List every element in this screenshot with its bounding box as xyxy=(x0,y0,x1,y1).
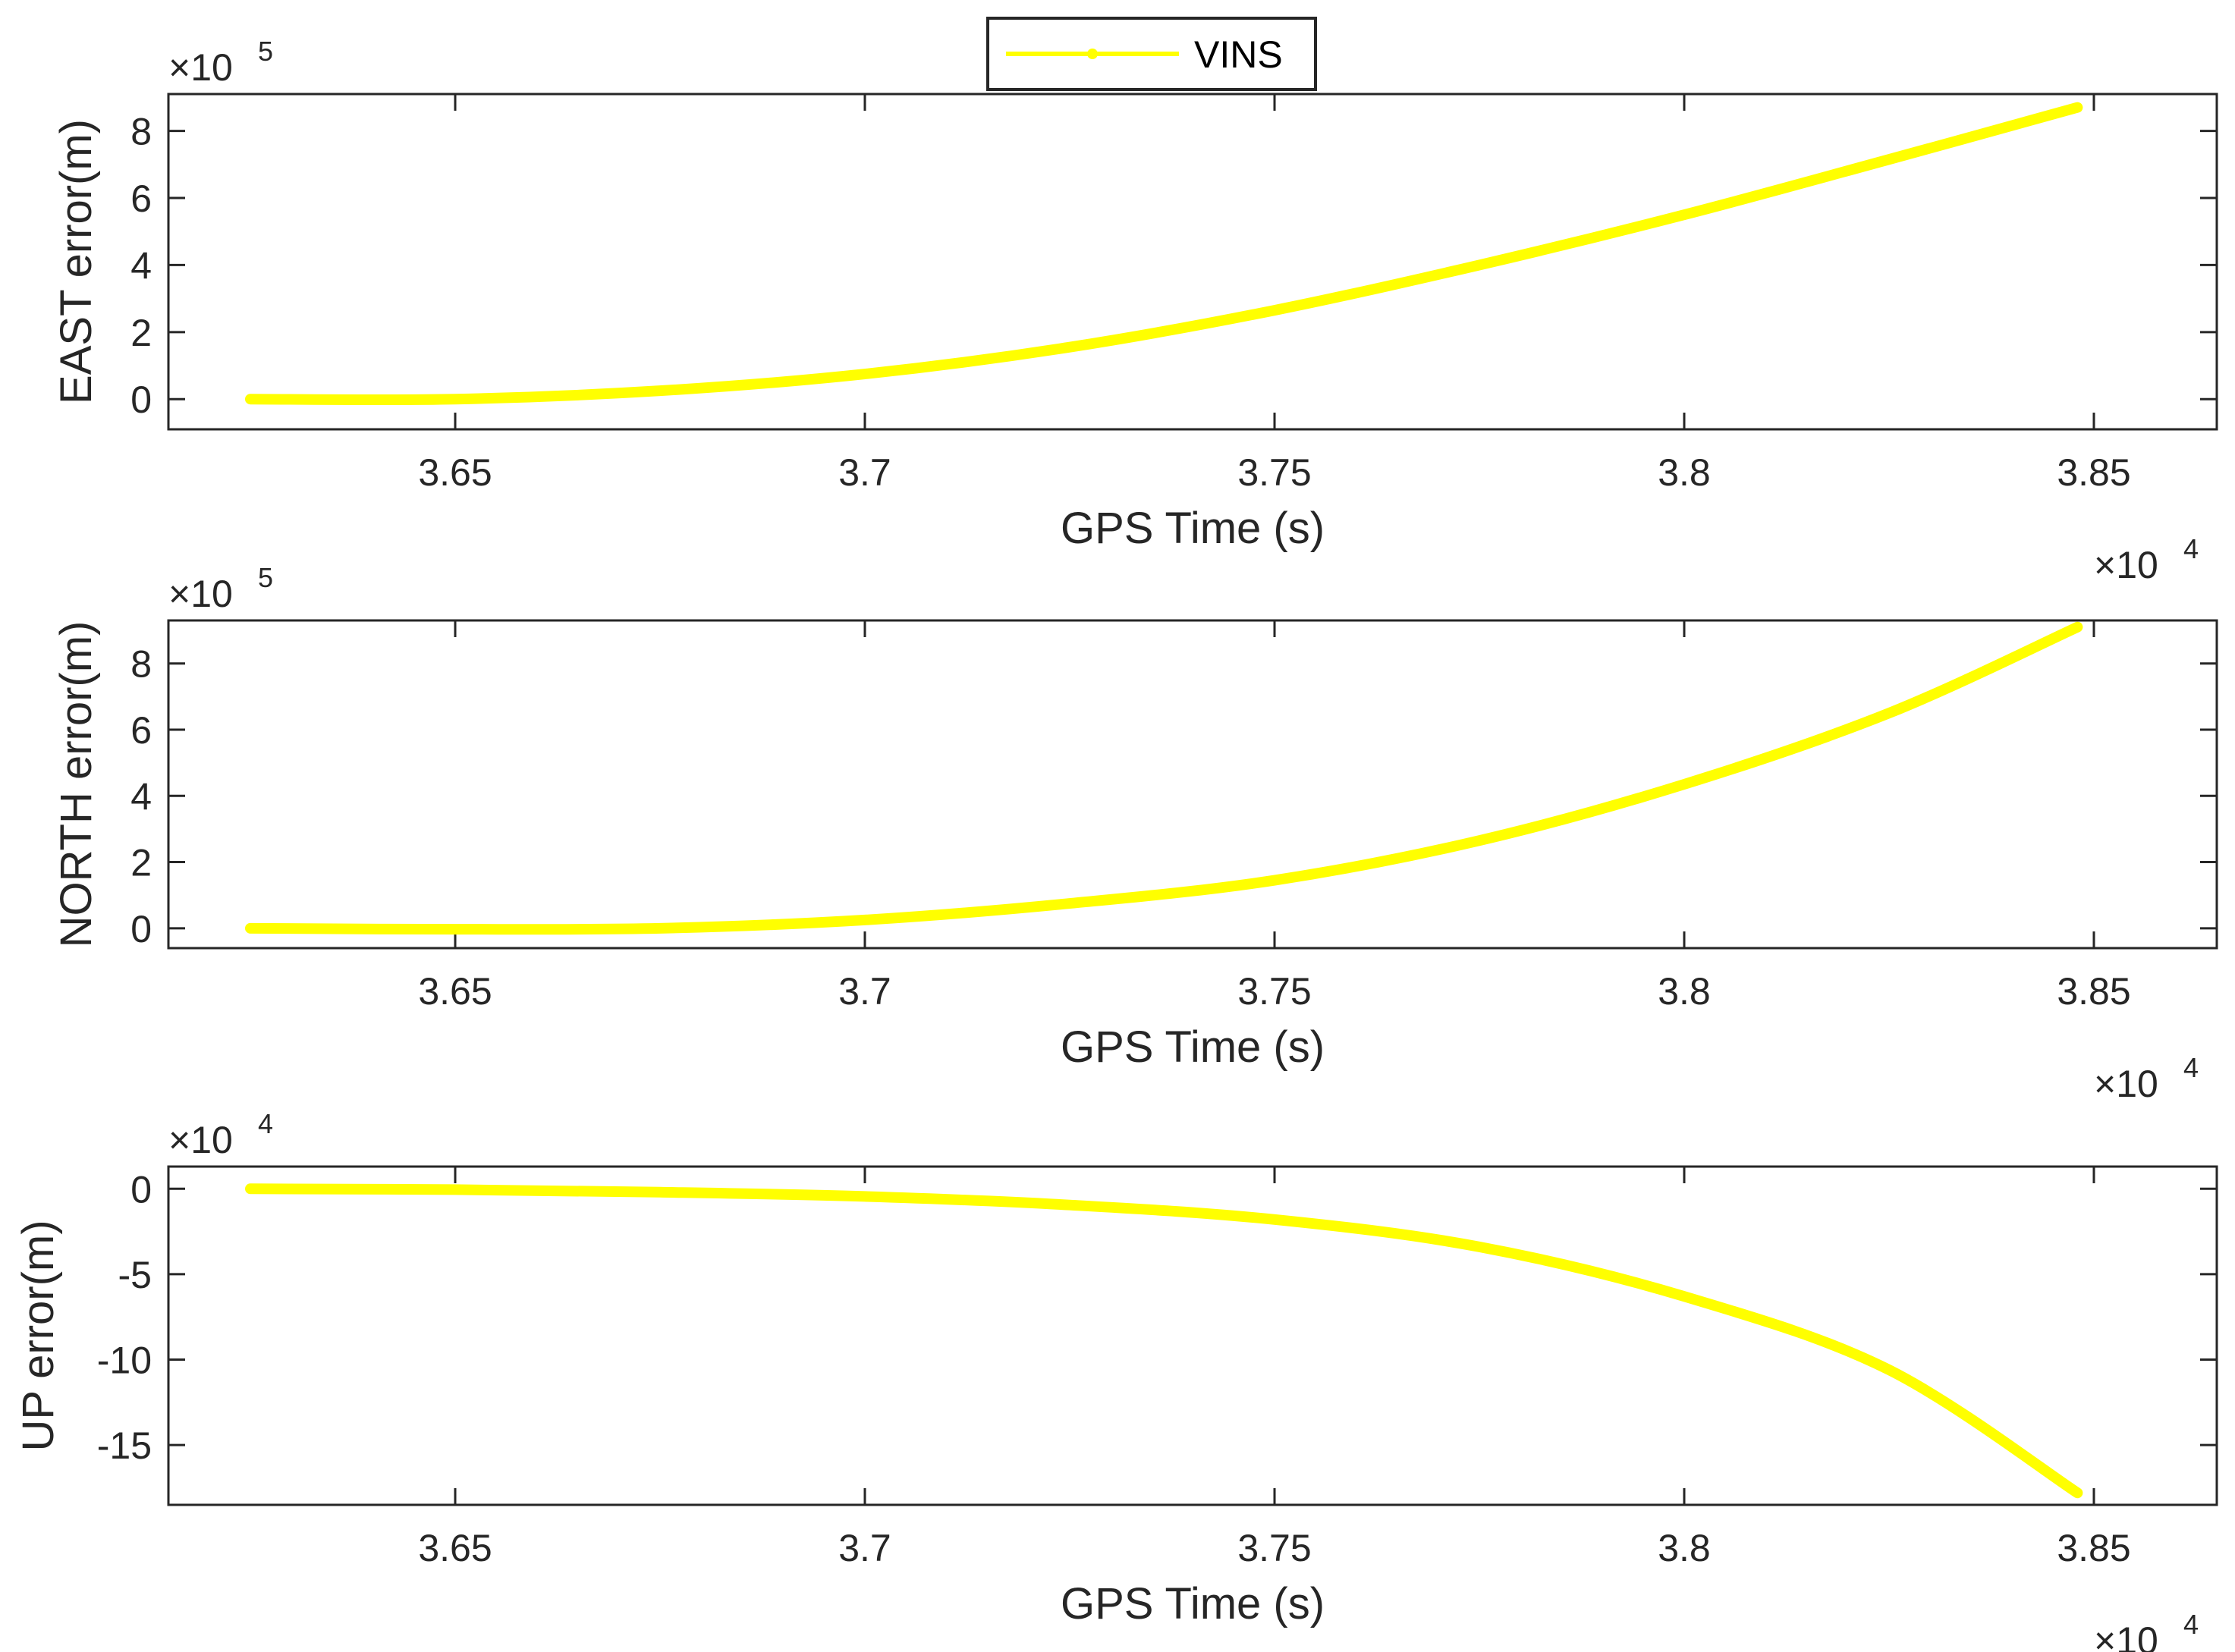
east-y-multiplier: ×10 xyxy=(168,46,233,89)
east-x-tick-label: 3.7 xyxy=(838,451,891,494)
east-x-exponent: 4 xyxy=(2183,533,2199,564)
up-y-multiplier: ×10 xyxy=(168,1119,233,1161)
up-x-tick-label: 3.8 xyxy=(1658,1527,1711,1569)
east-x-axis-label: GPS Time (s) xyxy=(1061,504,1325,553)
legend-label: VINS xyxy=(1194,33,1283,76)
north-y-tick-label: 0 xyxy=(130,908,152,950)
north-y-tick-label: 6 xyxy=(130,709,152,752)
east-y-exponent-label: ×10 5 xyxy=(168,36,273,89)
up-x-multiplier: ×10 xyxy=(2094,1619,2158,1652)
up-y-tick-label: -10 xyxy=(97,1340,152,1382)
up-axes-box xyxy=(167,1165,2218,1506)
legend: VINS xyxy=(986,17,1317,91)
north-x-tick-label: 3.65 xyxy=(418,970,492,1013)
east-x-exponent-label: ×10 4 xyxy=(2094,533,2199,586)
north-axes-box xyxy=(167,619,2218,950)
north-x-tick-label: 3.7 xyxy=(838,970,891,1013)
east-x-tick-label: 3.75 xyxy=(1237,451,1311,494)
north-y-exponent: 5 xyxy=(258,562,273,593)
east-x-tick-label: 3.65 xyxy=(418,451,492,494)
east-y-tick-label: 4 xyxy=(130,244,152,287)
north-y-multiplier: ×10 xyxy=(168,573,233,615)
east-x-tick-label: 3.8 xyxy=(1658,451,1711,494)
east-y-tick-label: 2 xyxy=(130,312,152,354)
north-subplot: 3.65 3.7 3.75 3.8 3.85 0 2 4 6 8 GPS Time (s) NOR… xyxy=(52,562,2218,1105)
north-y-tick-label: 4 xyxy=(130,775,152,818)
up-x-axis-label: GPS Time (s) xyxy=(1061,1579,1325,1628)
legend-marker xyxy=(1087,49,1098,59)
up-x-exponent-label: ×10 4 xyxy=(2094,1609,2199,1652)
north-x-exponent: 4 xyxy=(2183,1052,2199,1083)
up-y-axis-label: UP error(m) xyxy=(14,1220,63,1451)
east-y-tick-label: 0 xyxy=(130,378,152,421)
north-y-tick-label: 2 xyxy=(130,842,152,884)
north-x-tick-label: 3.75 xyxy=(1237,970,1311,1013)
up-series-line-vins xyxy=(245,1183,2083,1499)
up-y-tick-label: 0 xyxy=(130,1168,152,1211)
up-x-tick-label: 3.7 xyxy=(838,1527,891,1569)
east-y-exponent: 5 xyxy=(258,36,273,67)
north-x-tick-label: 3.8 xyxy=(1658,970,1711,1013)
up-y-exponent: 4 xyxy=(258,1108,273,1139)
east-subplot: 3.65 3.7 3.75 3.8 3.85 0 2 4 6 8 GPS Time (s) EAS… xyxy=(52,36,2218,586)
up-subplot: 3.65 3.7 3.75 3.8 3.85 0 -5 -10 -15 GPS Time (s)… xyxy=(14,1108,2218,1652)
north-y-exponent-label: ×10 5 xyxy=(168,562,273,615)
north-x-exponent-label: ×10 4 xyxy=(2094,1052,2199,1105)
north-y-tick-label: 8 xyxy=(130,643,152,686)
north-x-axis-label: GPS Time (s) xyxy=(1061,1022,1325,1072)
up-x-tick-label: 3.85 xyxy=(2057,1527,2130,1569)
up-y-tick-label: -15 xyxy=(97,1424,152,1467)
up-x-exponent: 4 xyxy=(2183,1609,2199,1640)
east-y-tick-label: 8 xyxy=(130,111,152,153)
east-axes-box xyxy=(167,93,2218,431)
up-y-exponent-label: ×10 4 xyxy=(168,1108,273,1161)
north-y-axis-label: NORTH error(m) xyxy=(52,621,101,948)
east-series-line-vins xyxy=(245,102,2083,406)
up-x-tick-label: 3.65 xyxy=(418,1527,492,1569)
east-y-axis-label: EAST error(m) xyxy=(52,119,101,404)
north-x-tick-label: 3.85 xyxy=(2057,970,2130,1013)
east-x-tick-label: 3.85 xyxy=(2057,451,2130,494)
up-x-tick-label: 3.75 xyxy=(1237,1527,1311,1569)
east-y-tick-label: 6 xyxy=(130,177,152,220)
up-y-tick-label: -5 xyxy=(118,1254,152,1296)
north-x-multiplier: ×10 xyxy=(2094,1063,2158,1105)
east-x-multiplier: ×10 xyxy=(2094,544,2158,586)
north-series-line-vins xyxy=(245,621,2083,935)
